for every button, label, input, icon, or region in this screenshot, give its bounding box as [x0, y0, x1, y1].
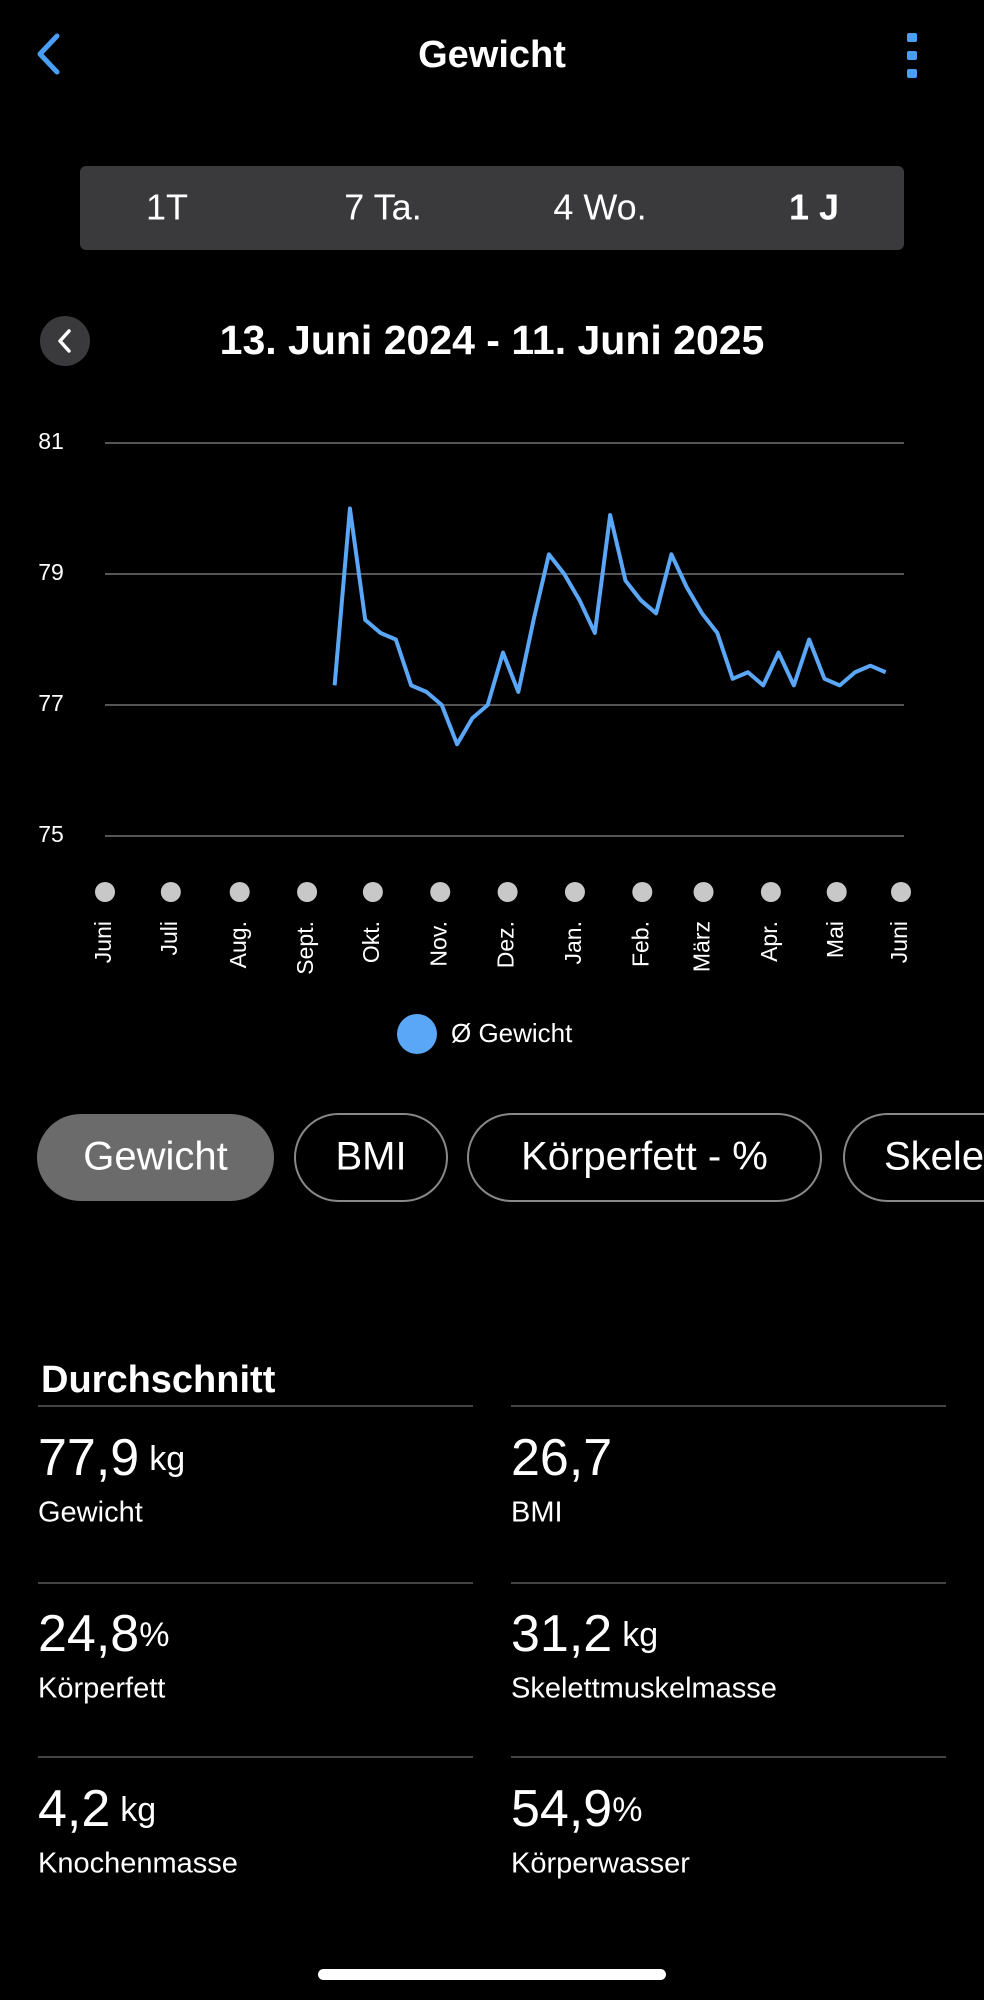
chip-label: Gewicht — [83, 1135, 228, 1179]
filter-chip[interactable]: Gewicht — [37, 1114, 274, 1201]
stat-value: 31,2 kg — [511, 1605, 658, 1663]
y-tick-label: 75 — [38, 821, 64, 847]
filter-chip[interactable]: Körperfett - % — [467, 1113, 822, 1202]
x-tick-label: Aug. — [225, 921, 251, 968]
chip-bg — [467, 1113, 822, 1202]
date-range: 13. Juni 2024 - 11. Juni 2025 — [220, 317, 765, 363]
chip-label: Körperfett - % — [521, 1135, 768, 1179]
page-title: Gewicht — [418, 34, 566, 76]
y-tick-label: 79 — [38, 559, 64, 585]
stat-label: Körperwasser — [511, 1848, 690, 1880]
y-tick-label: 81 — [38, 428, 64, 454]
prev-period[interactable] — [40, 316, 90, 366]
unit: kg — [622, 1616, 658, 1654]
tab[interactable]: 7 Ta. — [344, 187, 421, 228]
legend-label: Ø Gewicht — [451, 1018, 573, 1048]
stat-value: 77,9 kg — [38, 1429, 185, 1487]
x-tick-dot — [760, 882, 781, 902]
tab[interactable]: 4 Wo. — [553, 187, 646, 228]
tab-bar — [80, 166, 904, 250]
x-tick-label: Juli — [156, 921, 182, 956]
x-tick-dot — [564, 882, 585, 902]
dot — [907, 33, 917, 42]
x-tick-label: Feb. — [627, 921, 653, 967]
x-tick-dot — [297, 882, 318, 902]
chip-bg — [843, 1113, 984, 1202]
stat-value: 24,8% — [38, 1605, 169, 1663]
tab[interactable]: 1 J — [789, 187, 839, 228]
unit: kg — [120, 1791, 156, 1829]
chip-label: Skelettmuskelmasse — [884, 1135, 984, 1179]
stat-label: Knochenmasse — [38, 1848, 238, 1880]
value: 24,8 — [38, 1605, 139, 1663]
dot — [907, 51, 917, 60]
x-tick-dot — [632, 882, 653, 902]
x-tick-label: Juni — [886, 921, 912, 963]
y-tick-label: 77 — [38, 690, 64, 716]
x-tick-label: Mai — [822, 921, 848, 958]
line-series — [332, 506, 887, 747]
stat-label: Skelettmuskelmasse — [511, 1673, 777, 1705]
x-tick-label: Okt. — [358, 921, 384, 963]
x-tick-label: Nov. — [425, 921, 451, 967]
x-tick-dot — [693, 882, 714, 902]
x-tick-label: Dez. — [493, 921, 519, 968]
x-tick-dot — [430, 882, 451, 902]
unit: kg — [149, 1440, 185, 1478]
value: 54,9 — [511, 1780, 612, 1838]
dot — [907, 69, 917, 78]
x-tick-dot — [826, 882, 847, 902]
chip-bg — [37, 1114, 274, 1201]
filter-chip[interactable]: Skelettmuskelmasse — [843, 1113, 984, 1202]
value: 26,7 — [511, 1429, 612, 1487]
x-tick-dot — [497, 882, 518, 902]
x-tick-label: Sept. — [292, 921, 318, 975]
stat-value: 26,7 — [511, 1429, 612, 1487]
unit: % — [612, 1791, 642, 1829]
x-tick-dot — [891, 882, 911, 902]
x-tick-dot — [229, 882, 250, 902]
unit: % — [139, 1616, 169, 1654]
x-tick-label: März — [689, 921, 715, 972]
section-title: Durchschnitt — [41, 1359, 276, 1401]
stat-label: BMI — [511, 1497, 563, 1529]
value: 77,9 — [38, 1429, 139, 1487]
x-tick-label: Jan. — [560, 921, 586, 964]
stat-label: Körperfett — [38, 1673, 165, 1705]
stat-label: Gewicht — [38, 1497, 143, 1529]
x-tick-label: Apr. — [756, 921, 782, 962]
value: 4,2 — [38, 1780, 110, 1838]
chip-bg — [294, 1113, 448, 1202]
more-button[interactable] — [907, 33, 917, 78]
stat-value: 54,9% — [511, 1780, 642, 1838]
x-tick-dot — [95, 882, 115, 902]
value: 31,2 — [511, 1605, 612, 1663]
legend-swatch — [397, 1014, 437, 1054]
filter-chip[interactable]: BMI — [294, 1113, 448, 1202]
tab[interactable]: 1T — [146, 187, 188, 228]
x-tick-dot — [362, 882, 383, 902]
stat-value: 4,2 kg — [38, 1780, 156, 1838]
x-tick-label: Juni — [90, 921, 116, 963]
chip-label: BMI — [335, 1135, 406, 1179]
back-button[interactable] — [37, 33, 60, 75]
home-indicator — [318, 1969, 666, 1980]
x-tick-dot — [160, 882, 181, 902]
chevron — [58, 329, 71, 353]
